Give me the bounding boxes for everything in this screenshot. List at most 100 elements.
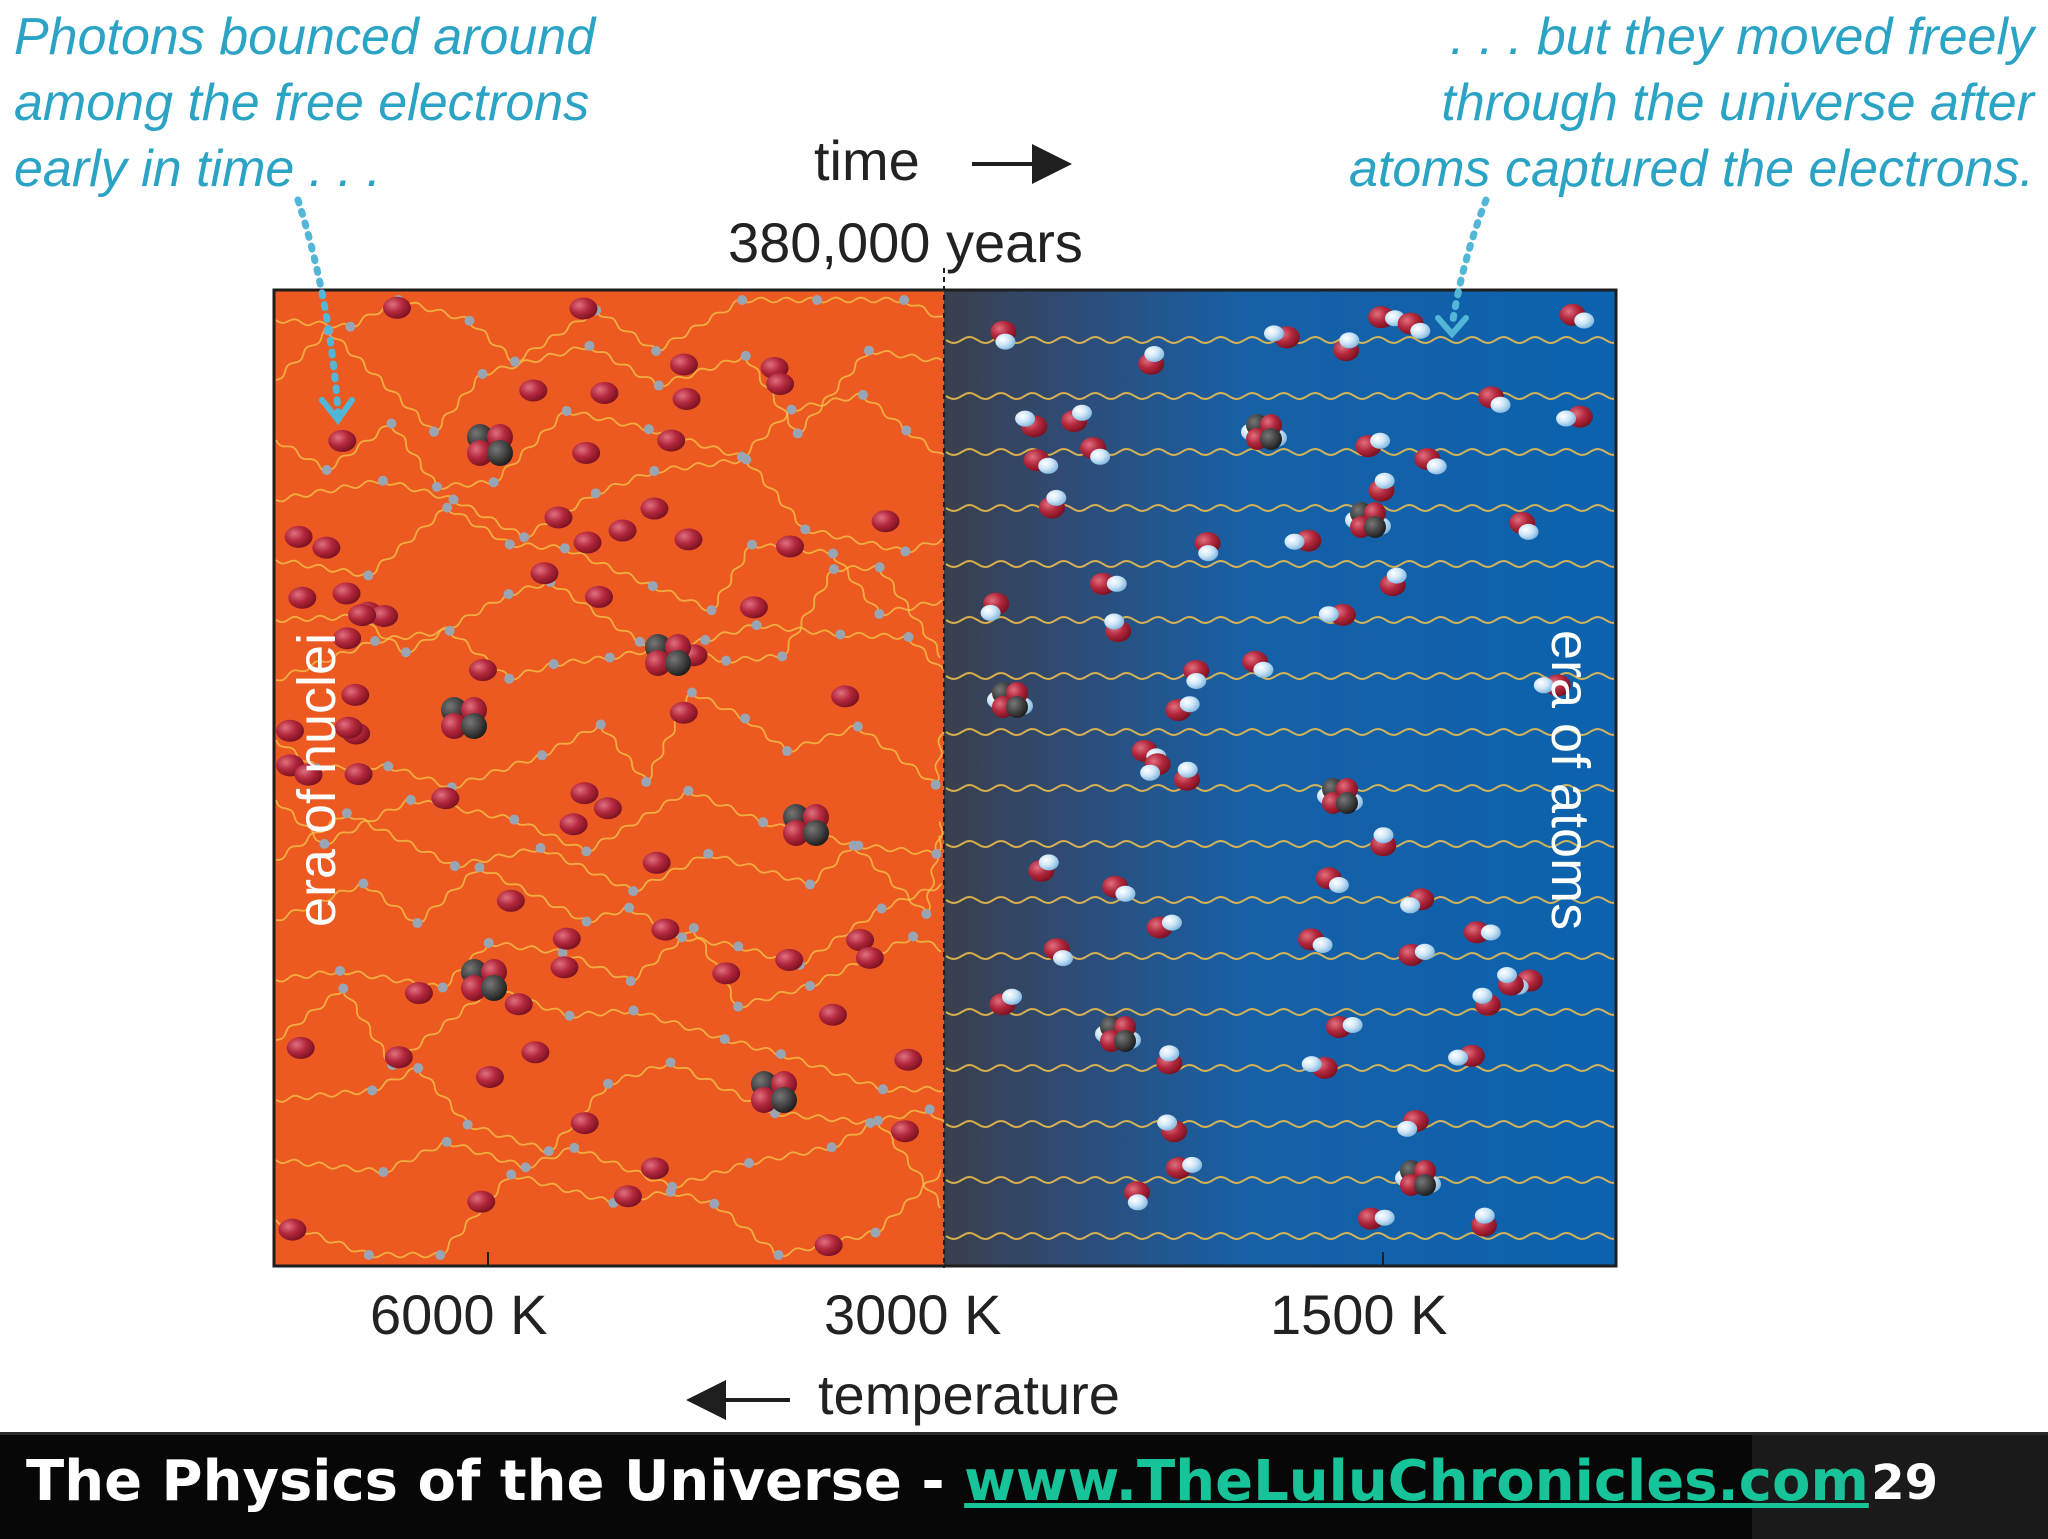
electron — [852, 721, 863, 732]
nucleus — [894, 1048, 923, 1071]
electron — [709, 1198, 720, 1209]
helium-atom — [1095, 1016, 1141, 1052]
nucleus — [640, 1157, 669, 1180]
electron — [477, 368, 488, 379]
recombination-diagram: era of nuclei era of atoms — [272, 144, 1618, 1420]
nucleus — [519, 379, 548, 402]
electron — [737, 295, 748, 305]
electron — [628, 886, 639, 897]
electron — [581, 916, 592, 927]
hydrogen-atom — [1039, 489, 1067, 519]
hydrogen-atom — [1156, 1045, 1183, 1075]
nucleus — [890, 1120, 919, 1143]
footer-title: The Physics of the Universe - www.TheLul… — [26, 1449, 1869, 1514]
electron — [559, 543, 570, 554]
hydrogen-atom — [1478, 386, 1511, 413]
electron — [805, 879, 816, 890]
nucleus — [431, 787, 460, 810]
nucleus — [669, 353, 698, 376]
footer-bar: The Physics of the Universe - www.TheLul… — [0, 1432, 2048, 1539]
helium-nucleus — [751, 1071, 797, 1113]
electron — [464, 315, 475, 326]
electron — [733, 941, 744, 952]
photon-path-scattered — [275, 1121, 941, 1209]
nucleus — [278, 1218, 307, 1241]
hydrogen-atom — [1138, 346, 1165, 375]
callout-line: among the free electrons — [14, 74, 590, 132]
hydrogen-atom — [1028, 854, 1059, 882]
electron — [341, 808, 352, 819]
electron — [782, 746, 793, 757]
electron — [899, 295, 910, 305]
electron — [358, 878, 369, 889]
helium-nucleus — [645, 634, 691, 676]
hydrogen-atom — [990, 320, 1017, 350]
photon-path-scattered — [275, 392, 944, 490]
electron — [870, 1227, 881, 1238]
electron — [520, 1162, 531, 1173]
electron — [405, 794, 416, 805]
nucleus — [344, 763, 373, 786]
electron — [345, 321, 356, 332]
hydrogen-atom — [1089, 572, 1127, 595]
hydrogen-atom — [1318, 603, 1356, 626]
hydrogen-atom — [1357, 1207, 1395, 1230]
electron — [431, 481, 442, 492]
electron — [335, 965, 346, 976]
website-link[interactable]: www.TheLuluChronicles.com — [964, 1449, 1869, 1514]
nucleus — [521, 1041, 550, 1064]
nucleus — [640, 497, 669, 520]
hydrogen-atom — [1297, 928, 1333, 953]
electron — [624, 902, 635, 913]
callout-line: through the universe after — [1441, 74, 2034, 132]
electron — [740, 350, 751, 361]
nucleus — [348, 604, 377, 627]
temperature-tick-6000: 6000 K — [370, 1283, 548, 1346]
electron — [543, 1146, 554, 1157]
nucleus — [328, 429, 357, 452]
photon-path-scattered — [275, 327, 943, 434]
hydrogen-atom — [1414, 447, 1447, 475]
nucleus — [674, 528, 703, 551]
electron — [595, 719, 606, 730]
hydrogen-atom — [1497, 967, 1524, 996]
electron — [504, 673, 515, 684]
electron — [625, 976, 636, 987]
electron — [370, 636, 381, 647]
hydrogen-atom — [1015, 410, 1048, 438]
hydrogen-atom — [1470, 1207, 1497, 1237]
hydrogen-atom — [1165, 696, 1200, 722]
electron — [628, 1005, 639, 1016]
electron — [509, 814, 520, 825]
electron — [721, 655, 732, 666]
nucleus — [468, 659, 497, 682]
helium-nucleus — [441, 697, 487, 739]
hydrogen-atom — [1325, 1015, 1363, 1038]
electron — [908, 931, 919, 942]
electron — [474, 862, 485, 873]
nucleus — [855, 946, 884, 969]
time-axis-label: time — [814, 129, 920, 192]
hydrogen-atom — [1397, 312, 1431, 339]
nucleus — [288, 586, 317, 609]
time-marker-label: 380,000 years — [728, 211, 1083, 274]
electron — [931, 848, 942, 859]
electron — [792, 428, 803, 439]
electron — [429, 426, 440, 437]
nucleus — [334, 716, 363, 739]
electron — [751, 620, 762, 631]
electron — [321, 465, 332, 476]
nucleus — [871, 510, 900, 533]
nucleus — [332, 582, 361, 605]
electron — [874, 608, 885, 619]
electron — [775, 1049, 786, 1060]
temperature-tick-1500: 1500 K — [1270, 1283, 1448, 1346]
nucleus — [569, 297, 598, 320]
nucleus — [570, 1112, 599, 1135]
electron — [643, 424, 654, 435]
electron — [703, 848, 714, 859]
electron — [435, 1250, 446, 1260]
electron — [437, 982, 448, 993]
nucleus — [572, 441, 601, 464]
nucleus — [613, 1185, 642, 1208]
